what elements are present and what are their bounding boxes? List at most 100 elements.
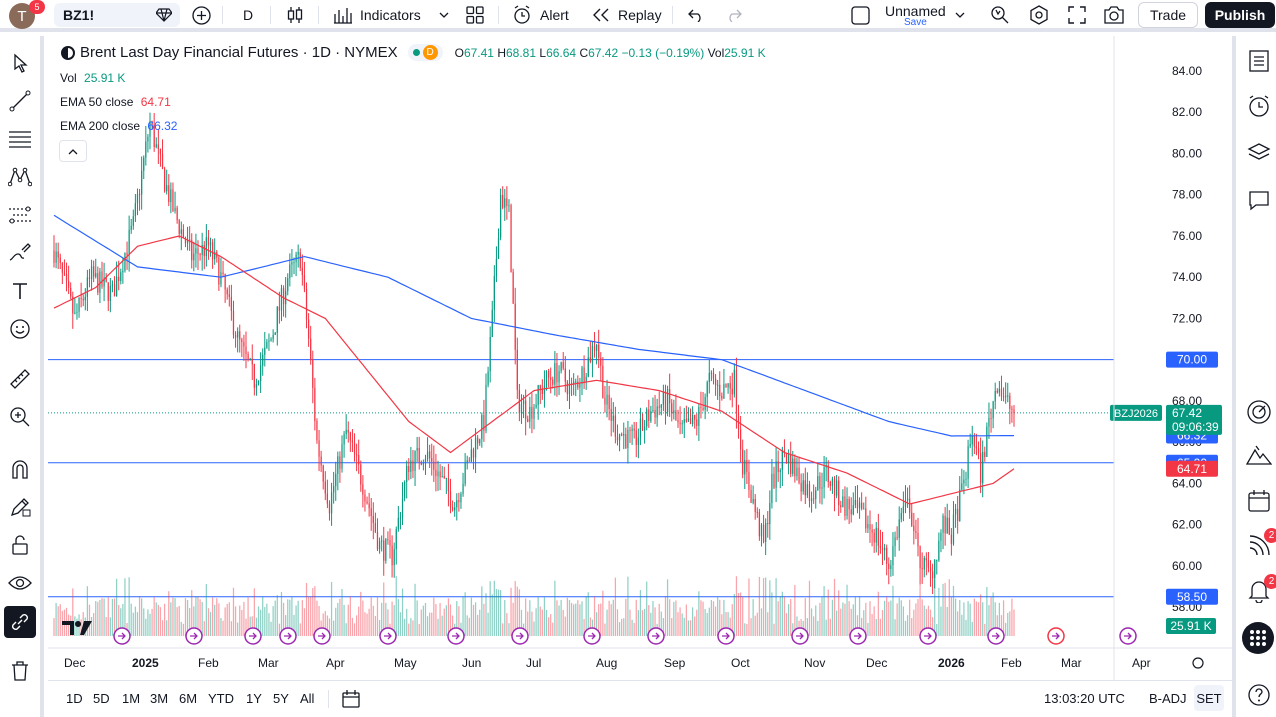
adjustment-toggle[interactable]: B-ADJ (1149, 691, 1187, 706)
watchlist-button[interactable] (1244, 46, 1274, 76)
x-tick-label: Sep (664, 656, 686, 670)
volume-bar (827, 589, 829, 636)
layers-icon (1247, 143, 1271, 160)
candle-body (249, 358, 251, 360)
alerts-button[interactable] (1244, 91, 1274, 121)
range-6m[interactable]: 6M (179, 691, 198, 706)
volume-bar (370, 597, 372, 636)
collapse-legend-button[interactable] (59, 140, 87, 162)
cursor-tool[interactable] (6, 49, 34, 77)
layout-checkbox-icon[interactable] (851, 6, 870, 25)
signal-icon (1249, 535, 1270, 556)
candle-body (111, 284, 114, 287)
layout-chevron-icon[interactable] (955, 11, 965, 19)
range-all[interactable]: All (300, 691, 315, 706)
indicators-button[interactable]: Indicators (360, 7, 421, 23)
volume-bar (216, 598, 218, 636)
candle-body (184, 238, 187, 244)
range-1y[interactable]: 1Y (246, 691, 262, 706)
volume-bar (938, 587, 940, 636)
candle-body (466, 460, 468, 463)
undo-icon[interactable] (688, 8, 704, 22)
date-range-icon[interactable] (341, 689, 361, 709)
publish-button[interactable]: Publish (1205, 2, 1275, 28)
redo-icon[interactable] (726, 8, 742, 22)
news-feed-button[interactable] (1244, 531, 1274, 561)
session-toggle[interactable]: SET (1194, 685, 1224, 711)
magnet-tool[interactable] (6, 455, 34, 483)
layout-name[interactable]: Unnamed (885, 3, 946, 19)
volume-bar (685, 604, 687, 636)
candle-body (731, 388, 733, 395)
sync-drawings-tool[interactable] (4, 606, 36, 638)
indicator-ema50[interactable]: EMA 50 close 64.71 (60, 95, 171, 109)
candle-body (245, 346, 247, 355)
right-sidebar: 2 2 (1232, 36, 1276, 717)
add-symbol-icon[interactable] (192, 6, 211, 25)
remove-drawings-tool[interactable] (6, 657, 34, 685)
market-status[interactable]: D (407, 44, 443, 61)
trade-button[interactable]: Trade (1138, 2, 1198, 28)
volume-bar (420, 609, 422, 636)
quick-search-icon[interactable] (990, 5, 1010, 25)
replay-icon[interactable] (592, 8, 610, 22)
chat-button[interactable] (1244, 185, 1274, 215)
volume-bar (752, 599, 754, 636)
text-tool[interactable] (6, 277, 34, 305)
fib-tool[interactable] (6, 125, 34, 153)
help-button[interactable] (1244, 680, 1274, 710)
indicators-icon[interactable] (333, 5, 353, 25)
candle-body (821, 487, 823, 489)
alert-button[interactable]: Alert (540, 7, 569, 23)
stay-drawing-tool[interactable] (6, 493, 34, 521)
interval-button[interactable]: D (243, 7, 254, 23)
settings-icon[interactable] (1029, 5, 1049, 25)
fullscreen-icon[interactable] (1068, 6, 1086, 24)
indicator-volume[interactable]: Vol 25.91 K (60, 71, 126, 85)
candle-body (255, 384, 258, 388)
alert-icon[interactable] (512, 5, 532, 25)
trendline-tool[interactable] (6, 87, 34, 115)
brush-tool[interactable] (6, 239, 34, 267)
forecast-icon (9, 206, 31, 224)
apps-button[interactable] (1242, 622, 1274, 654)
range-1m[interactable]: 1M (122, 691, 141, 706)
diamond-icon[interactable] (156, 8, 172, 22)
forecast-tool[interactable] (6, 201, 34, 229)
hide-tool[interactable] (6, 569, 34, 597)
emoji-tool[interactable] (6, 315, 34, 343)
range-1d[interactable]: 1D (66, 691, 83, 706)
range-3m[interactable]: 3M (150, 691, 169, 706)
calendar-button[interactable] (1244, 486, 1274, 516)
candle-type-icon[interactable] (285, 5, 305, 25)
chart-title[interactable]: Brent Last Day Financial Futures · 1D · … (80, 44, 398, 61)
range-5d[interactable]: 5D (93, 691, 110, 706)
brush-icon (9, 243, 31, 261)
volume-bar (817, 620, 819, 636)
volume-bar (775, 578, 777, 636)
indicator-ema200[interactable]: EMA 200 close 66.32 (60, 119, 178, 133)
range-ytd[interactable]: YTD (208, 691, 234, 706)
notifications-button[interactable] (1244, 576, 1274, 606)
screener-button[interactable] (1244, 397, 1274, 427)
price-chart[interactable]: 84.00 82.00 80.00 78.00 76.00 74.00 72.00 70.00… (48, 36, 1232, 680)
candle-body (393, 549, 395, 566)
ruler-tool[interactable] (6, 365, 34, 393)
symbol-search[interactable]: BZ1! (54, 3, 180, 27)
clock-time[interactable]: 13:03:20 UTC (1044, 691, 1125, 706)
x-tick-label: Dec (866, 656, 887, 670)
replay-button[interactable]: Replay (618, 7, 662, 23)
pine-editor-button[interactable] (1244, 440, 1274, 470)
templates-icon[interactable] (466, 6, 484, 24)
chevron-down-icon[interactable] (439, 11, 449, 19)
object-tree-button[interactable] (1244, 138, 1274, 168)
camera-icon[interactable] (1103, 5, 1125, 25)
zoom-tool[interactable] (6, 403, 34, 431)
volume-bar (262, 596, 264, 636)
pattern-tool[interactable] (6, 163, 34, 191)
range-5y[interactable]: 5Y (273, 691, 289, 706)
candle-body (333, 486, 335, 493)
candle-body (675, 410, 677, 420)
lock-tool[interactable] (6, 531, 34, 559)
volume-bar (777, 601, 779, 636)
